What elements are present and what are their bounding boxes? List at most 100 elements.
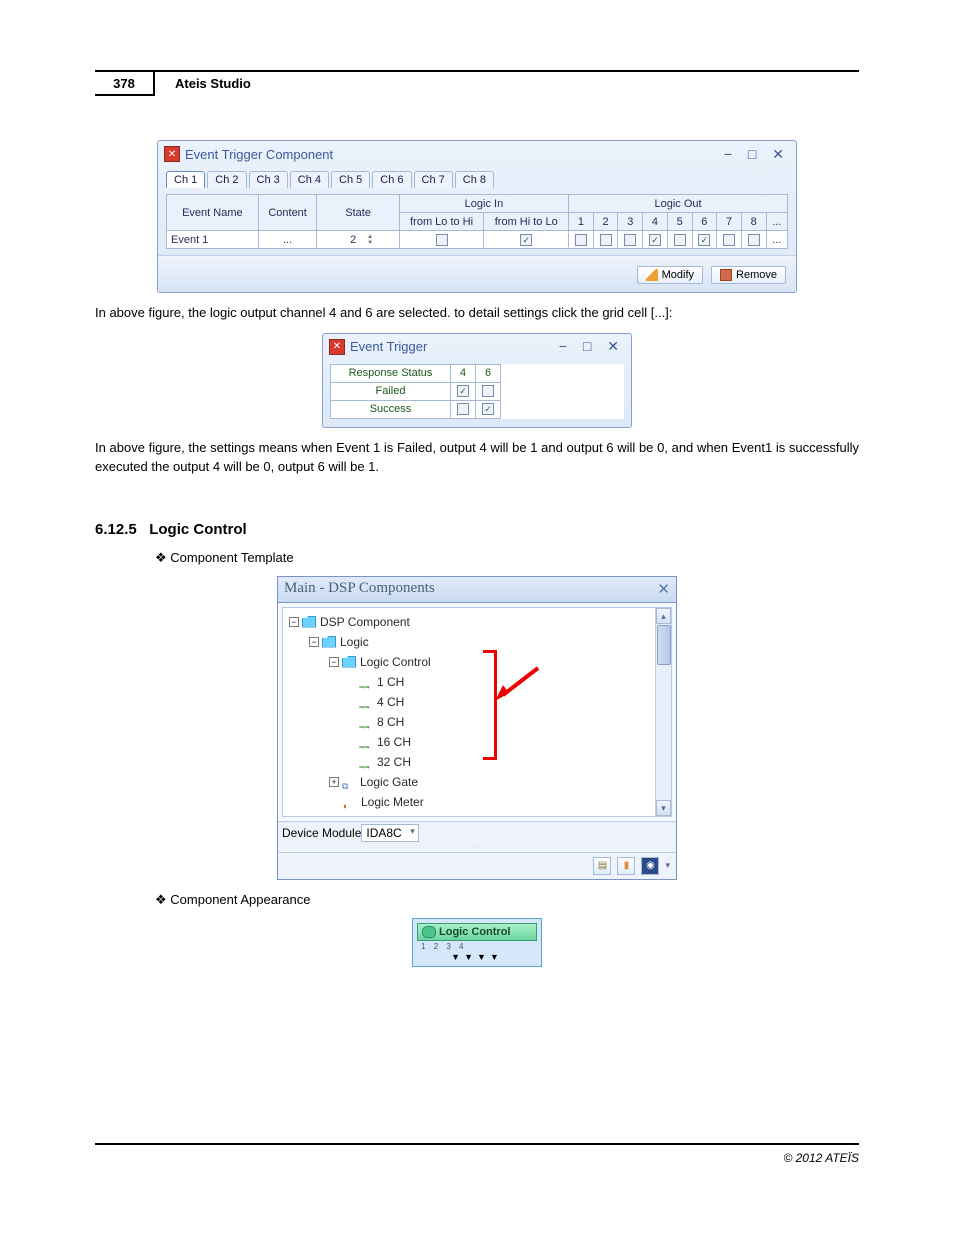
tab-ch2[interactable]: Ch 2 — [207, 171, 246, 188]
tree-label: Logic — [340, 632, 369, 652]
device-module-row: Device Module IDA8C — [278, 821, 676, 844]
copyright: © 2012 ATEÏS — [95, 1151, 859, 1165]
resize-handle[interactable]: ····· — [278, 844, 676, 852]
tree-label: Logic Control — [360, 652, 431, 672]
cell-lo-hi[interactable] — [399, 231, 484, 249]
col-logic-in: Logic In — [399, 195, 568, 213]
tree-node-8ch[interactable]: ⫬⫬8 CH — [289, 712, 665, 732]
modify-label: Modify — [662, 269, 694, 281]
tree-body: − DSP Component − Logic − Logic Control … — [282, 607, 672, 817]
checkbox-icon — [457, 403, 469, 415]
cell-out2[interactable] — [593, 231, 618, 249]
cell-state[interactable]: 2 ▲▼ — [317, 231, 399, 249]
tool-dropdown-icon[interactable]: ▾ — [665, 860, 670, 871]
tree-node-32ch[interactable]: ⫬⫬32 CH — [289, 752, 665, 772]
cell-failed-4[interactable]: ✓ — [451, 382, 476, 400]
tree-node-4ch[interactable]: ⫬⫬4 CH — [289, 692, 665, 712]
tree-node-root[interactable]: − DSP Component — [289, 612, 665, 632]
tab-ch1[interactable]: Ch 1 — [166, 171, 205, 188]
window-controls[interactable]: − □ ✕ — [724, 146, 790, 163]
cell-content[interactable]: ... — [258, 231, 317, 249]
tree-node-logic-control[interactable]: − Logic Control — [289, 652, 665, 672]
window-title: Main - DSP Components — [284, 580, 435, 599]
red-arrow-icon — [493, 663, 543, 703]
cell-failed-6[interactable] — [476, 382, 501, 400]
cell-out3[interactable] — [618, 231, 643, 249]
cell-success-6[interactable]: ✓ — [476, 400, 501, 418]
tool-icon-2[interactable]: ▮ — [617, 857, 635, 875]
cell-out1[interactable] — [569, 231, 594, 249]
tree-node-logic-gate[interactable]: + ⧉ Logic Gate — [289, 772, 665, 792]
scroll-down-icon[interactable]: ▾ — [656, 800, 671, 816]
event-trigger-small-window: ✕ Event Trigger − □ ✕ Response Status 4 … — [322, 333, 632, 428]
scroll-thumb[interactable] — [657, 625, 671, 665]
window-controls[interactable]: − □ ✕ — [559, 338, 625, 355]
col-lo-hi: from Lo to Hi — [399, 213, 484, 231]
checkbox-icon — [748, 234, 760, 246]
window-titlebar: ✕ Event Trigger − □ ✕ — [323, 334, 631, 360]
modify-button[interactable]: Modify — [637, 266, 703, 284]
close-icon[interactable]: ✕ — [657, 580, 670, 599]
tab-ch3[interactable]: Ch 3 — [249, 171, 288, 188]
edit-icon — [646, 269, 658, 281]
collapse-icon[interactable]: − — [289, 617, 299, 627]
folder-icon — [342, 656, 356, 668]
state-spinner[interactable]: ▲▼ — [367, 234, 373, 246]
tool-icon-3[interactable]: ◉ — [641, 857, 659, 875]
row-success: Success ✓ — [331, 400, 624, 418]
cell-success-4[interactable] — [451, 400, 476, 418]
component-ports: 1 2 3 4 — [417, 941, 537, 952]
cell-out5[interactable] — [667, 231, 692, 249]
tab-ch6[interactable]: Ch 6 — [372, 171, 411, 188]
section-heading: 6.12.5 Logic Control — [95, 521, 859, 538]
device-select[interactable]: IDA8C — [361, 824, 418, 842]
page-number: 378 — [95, 72, 155, 96]
page-footer: © 2012 ATEÏS — [95, 1143, 859, 1165]
cell-out8[interactable] — [741, 231, 766, 249]
tab-ch4[interactable]: Ch 4 — [290, 171, 329, 188]
cell-out-more[interactable]: ... — [766, 231, 787, 249]
cell-hi-lo[interactable]: ✓ — [484, 231, 569, 249]
remove-button[interactable]: Remove — [711, 266, 786, 284]
channel-icon: ⫬⫬ — [359, 716, 373, 728]
cell-out6[interactable]: ✓ — [692, 231, 717, 249]
collapse-icon[interactable]: − — [309, 637, 319, 647]
channel-tabstrip: Ch 1 Ch 2 Ch 3 Ch 4 Ch 5 Ch 6 Ch 7 Ch 8 — [158, 167, 796, 188]
scrollbar[interactable]: ▴ ▾ — [655, 608, 671, 816]
tree-label: 32 CH — [377, 752, 411, 772]
tree-node-16ch[interactable]: ⫬⫬ 16 CH — [289, 732, 665, 752]
section-number: 6.12.5 — [95, 521, 137, 538]
collapse-icon[interactable]: − — [329, 657, 339, 667]
cell-out4[interactable]: ✓ — [643, 231, 668, 249]
tree-node-logic-meter[interactable]: ◐ Logic Meter — [289, 792, 665, 812]
toolbar: ▤ ▮ ◉ ▾ — [278, 852, 676, 879]
col-out-8: 8 — [741, 213, 766, 231]
scroll-up-icon[interactable]: ▴ — [656, 608, 671, 624]
tab-ch8[interactable]: Ch 8 — [455, 171, 494, 188]
state-value: 2 — [343, 234, 363, 246]
remove-icon — [720, 269, 732, 281]
channel-icon: ⫬⫬ — [359, 736, 373, 748]
col-event-name: Event Name — [167, 195, 259, 231]
event-trigger-window: ✕ Event Trigger Component − □ ✕ Ch 1 Ch … — [157, 140, 797, 293]
window-titlebar: Main - DSP Components ✕ — [278, 577, 676, 603]
col-out-4: 4 — [643, 213, 668, 231]
checkbox-icon — [600, 234, 612, 246]
app-icon: ✕ — [329, 339, 345, 355]
component-label: Logic Control — [417, 923, 537, 941]
cell-out7[interactable] — [717, 231, 742, 249]
tree-node-logic[interactable]: − Logic — [289, 632, 665, 652]
tree-node-1ch[interactable]: ⫬⫬1 CH — [289, 672, 665, 692]
tab-ch7[interactable]: Ch 7 — [414, 171, 453, 188]
expand-icon[interactable]: + — [329, 777, 339, 787]
gate-icon: ⧉ — [342, 776, 356, 788]
paragraph-1: In above figure, the logic output channe… — [95, 303, 859, 323]
event-grid: Event Name Content State Logic In Logic … — [166, 194, 788, 249]
tab-ch5[interactable]: Ch 5 — [331, 171, 370, 188]
tool-icon-1[interactable]: ▤ — [593, 857, 611, 875]
tree-label: 16 CH — [377, 732, 411, 752]
cell-event-name: Event 1 — [167, 231, 259, 249]
checkbox-icon — [723, 234, 735, 246]
channel-icon: ⫬⫬ — [359, 676, 373, 688]
checkbox-icon: ✓ — [520, 234, 532, 246]
